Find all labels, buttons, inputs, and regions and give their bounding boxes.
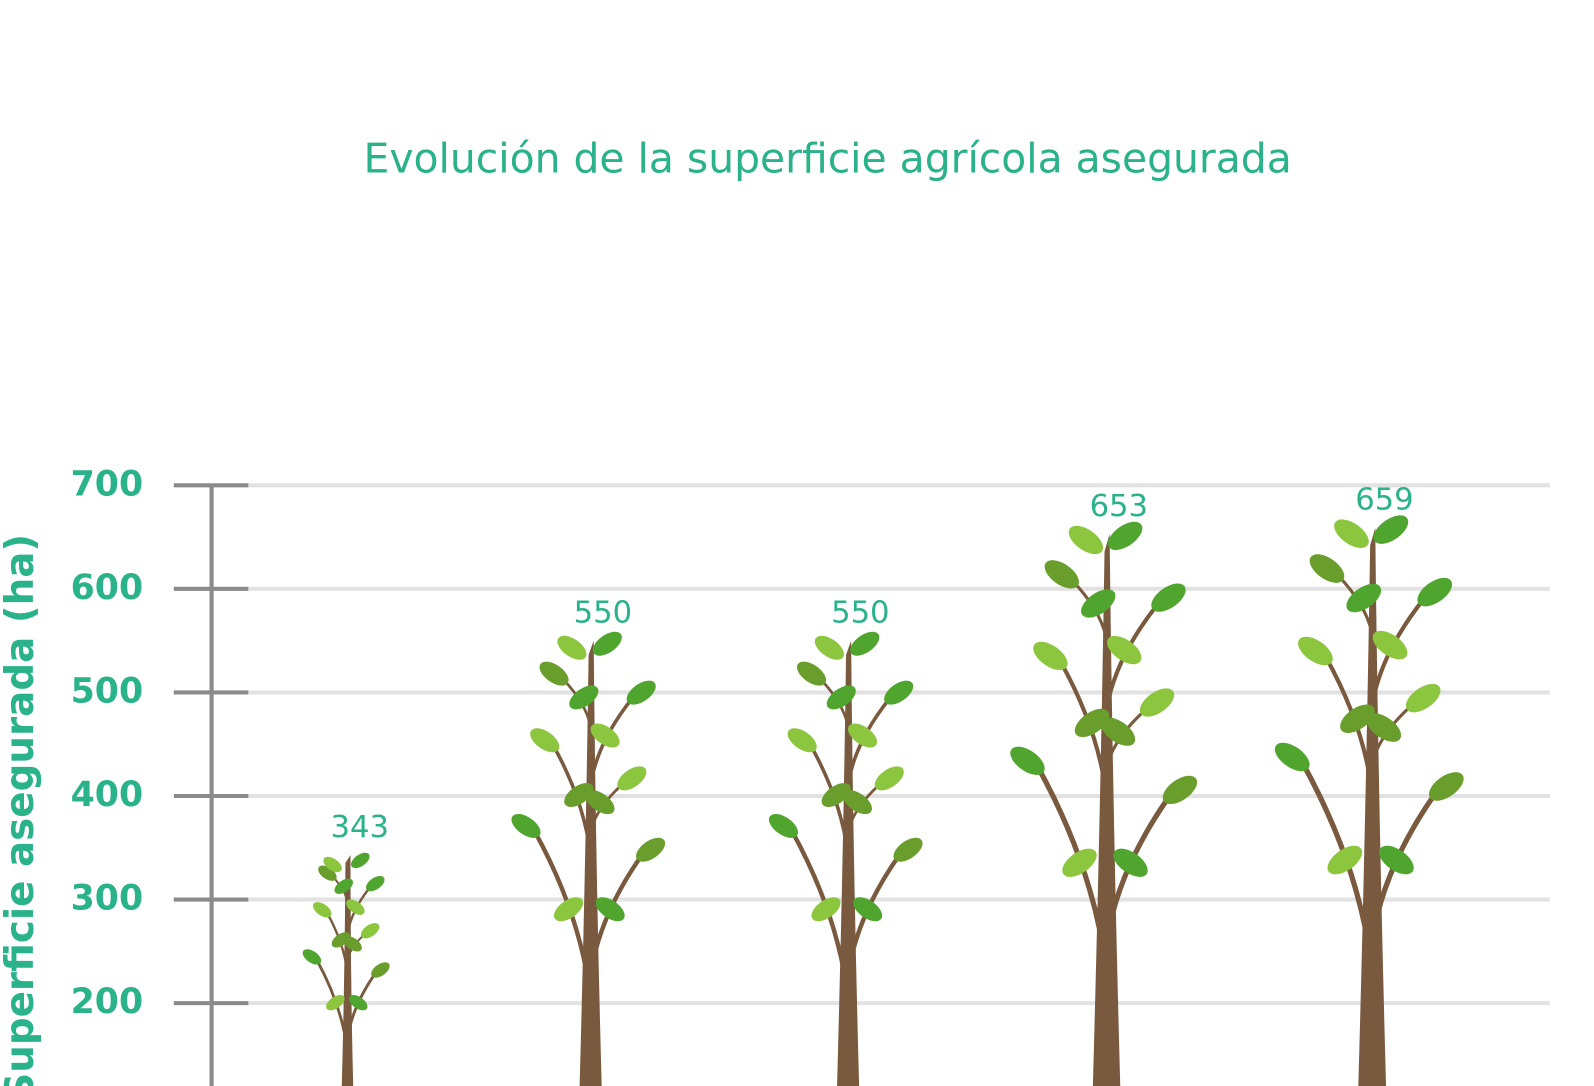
trunk [1357,528,1386,1086]
value-label: 550 [574,596,632,631]
y-tick-label: 300 [71,879,143,919]
leaf [1135,683,1179,723]
leaf [613,762,650,796]
leaf [1057,843,1101,883]
trunk [1092,534,1121,1086]
tree [300,850,392,1086]
y-tick-label: 500 [71,671,143,711]
value-label: 659 [1355,483,1413,518]
leaf [550,892,587,926]
leaf [1064,520,1108,560]
leaf [348,850,372,872]
leaf [846,627,883,661]
value-label: 343 [331,810,389,845]
y-tick-label: 600 [71,568,143,608]
leaf [811,631,848,665]
value-label: 550 [831,596,889,631]
tree [765,627,927,1086]
y-tick-label: 700 [71,464,143,504]
leaf [871,762,908,796]
tree [507,627,669,1086]
leaf [807,892,844,926]
value-label: 653 [1090,489,1148,524]
leaf [589,627,626,661]
y-tick-label: 400 [71,775,143,815]
y-tick-label: 200 [71,982,143,1022]
chart-title: Evolución de la superficie agrícola aseg… [364,134,1292,182]
leaf [553,631,590,665]
leaf [1329,514,1374,554]
leaf [1323,840,1368,880]
chart: Evolución de la superficie agrícola aseg… [0,0,1594,1086]
leaf [1401,678,1446,718]
tree [1005,516,1202,1086]
y-axis-label: Superficie asegurada (ha) [0,534,43,1086]
